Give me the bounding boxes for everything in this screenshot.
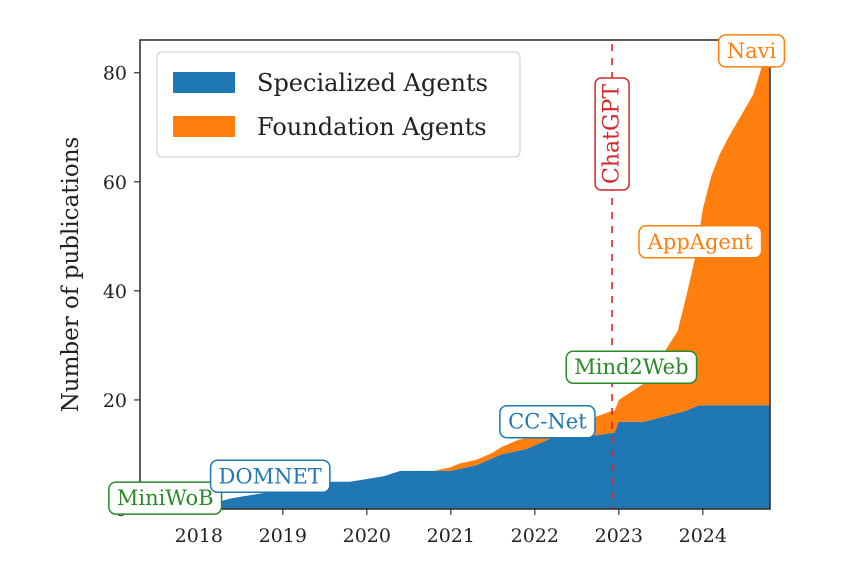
legend-swatch-specialized-agents: [173, 72, 235, 93]
annotation-text: DOMNET: [219, 464, 322, 488]
x-axis-ticks: 2018 2019 2020 2021 2022 2023 2024: [175, 509, 727, 547]
y-axis-ticks: 020406080: [103, 63, 140, 521]
annotation-text: Navi: [727, 39, 777, 63]
x-tick-label: 2021: [427, 525, 475, 547]
annotation-box: [638, 225, 763, 259]
legend-swatch-foundation-agents: [173, 116, 235, 137]
x-tick-label: 2020: [343, 525, 391, 547]
chatgpt-label-box: [594, 77, 630, 191]
legend-label-foundation-agents: Foundation Agents: [257, 113, 487, 141]
annotation-cc-net: CC-Net: [499, 404, 596, 439]
y-axis-label: Number of publications: [58, 137, 84, 413]
annotation-box: [209, 459, 331, 494]
chatgpt-label-text: ChatGPT: [600, 84, 625, 184]
legend-box: [156, 51, 521, 158]
x-tick-label: 2018: [175, 525, 223, 547]
x-tick-label: 2023: [595, 525, 643, 547]
annotation-text: Mind2Web: [574, 355, 688, 379]
annotation-box: [565, 350, 698, 384]
plot-frame: [139, 39, 771, 510]
annotation-box: [108, 481, 223, 515]
legend-label-specialized-agents: Specialized Agents: [257, 69, 488, 97]
reference-lines: ChatGPT: [594, 44, 630, 509]
annotation-text: CC-Net: [508, 410, 587, 434]
legend: Specialized Agents Foundation Agents: [156, 51, 521, 158]
annotation-box: [499, 404, 596, 439]
annotation-domnet: DOMNET: [209, 459, 331, 494]
x-tick-label: 2024: [679, 525, 727, 547]
annotation-mind2web: Mind2Web: [565, 350, 698, 384]
annotation-miniwob: MiniWoB: [108, 481, 223, 515]
chatgpt-label: ChatGPT: [594, 77, 630, 191]
annotation-text: MiniWoB: [117, 486, 214, 510]
y-tick-label: 40: [103, 281, 127, 303]
y-tick-label: 20: [103, 390, 127, 412]
x-tick-label: 2022: [511, 525, 559, 547]
annotation-box: [717, 34, 786, 68]
area-specialized-agents: [140, 405, 770, 509]
y-tick-label: 80: [103, 63, 127, 85]
annotation-navi: Navi: [717, 34, 786, 68]
x-tick-label: 2019: [259, 525, 307, 547]
annotation-appagent: AppAgent: [638, 225, 763, 259]
y-tick-label: 60: [103, 172, 127, 194]
annotation-text: AppAgent: [647, 230, 754, 254]
